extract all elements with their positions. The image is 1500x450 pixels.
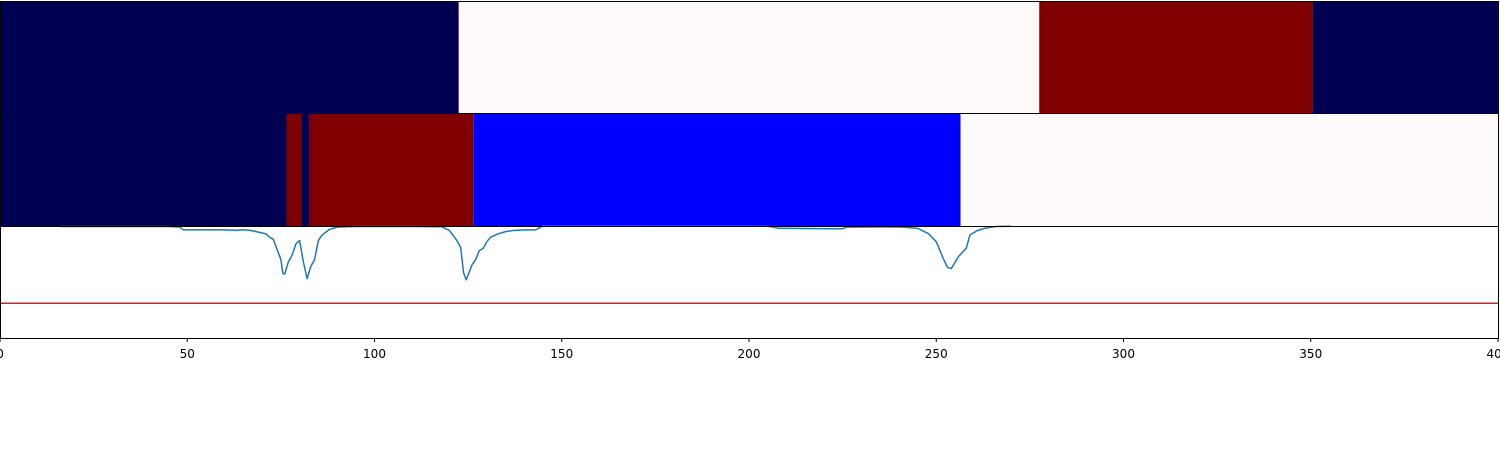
segment-0 [0,113,287,226]
x-tick-label-200: 200 [738,347,761,361]
segment-1 [286,113,302,226]
segment-2 [1039,1,1313,113]
panel-frame-2 [0,226,1499,339]
x-tick-label-100: 100 [363,347,386,361]
x-tick-label-250: 250 [925,347,948,361]
segment-5 [960,113,1498,226]
x-tick-label-50: 50 [180,347,195,361]
x-tick-label-400: 400 [1487,347,1500,361]
panel-frames [0,1,1499,339]
top-segment-bar-panel [0,1,1498,113]
segment-0 [0,1,459,113]
segment-1 [458,1,1040,113]
x-tick-label-350: 350 [1299,347,1322,361]
series-line-0 [59,225,1012,281]
x-axis: 0 50 100 150 200 250 300 350 400 [0,338,1500,361]
x-tick-label-150: 150 [550,347,573,361]
x-tick-label-0: 0 [0,347,4,361]
segment-4 [473,113,961,226]
middle-segment-bar-panel [0,113,1498,226]
segment-3 [308,113,474,226]
segment-2 [301,113,309,226]
segment-3 [1312,1,1498,113]
x-tick-label-300: 300 [1112,347,1135,361]
line-plot-panel [0,225,1498,305]
